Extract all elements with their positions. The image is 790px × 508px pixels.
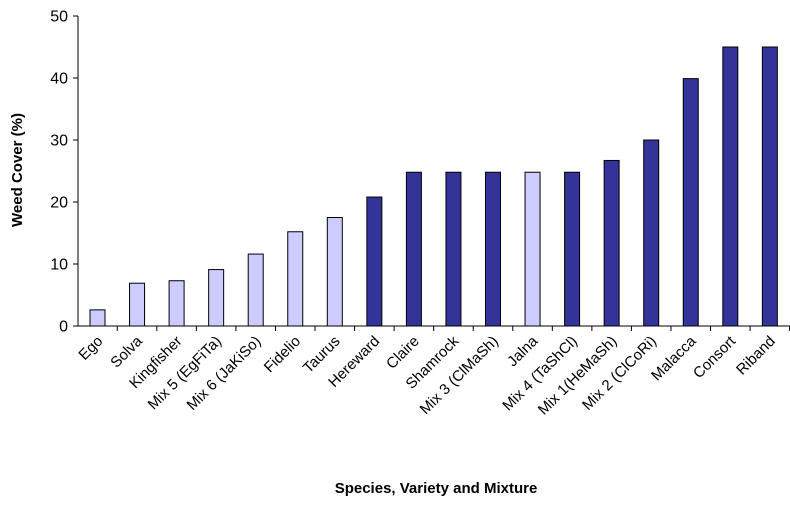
y-ticks-group: 0 10 20 30 40 50 xyxy=(50,9,78,336)
bar-mix-6-jakiso xyxy=(247,253,264,327)
bar-mix-3-clmash xyxy=(485,171,501,327)
bar-solva xyxy=(129,282,146,327)
x-tick-label: Malacca xyxy=(648,332,700,384)
bar-claire xyxy=(405,171,422,327)
bar-jalna xyxy=(524,171,541,327)
bar-kingfisher xyxy=(168,280,185,327)
bar-taurus xyxy=(326,217,343,327)
bar-consort xyxy=(722,46,739,327)
y-tick-label: 0 xyxy=(59,319,68,336)
bar-mix-5-egfita xyxy=(208,269,225,327)
bar-riband xyxy=(761,46,778,327)
y-tick-label: 50 xyxy=(50,9,68,26)
bar-ego xyxy=(89,309,106,327)
x-tick-label: Ego xyxy=(75,333,106,364)
bar-mix-4-tashcl xyxy=(564,171,581,327)
bar-fidelio xyxy=(287,231,304,327)
y-tick-label: 20 xyxy=(50,195,68,212)
bar-shamrock xyxy=(445,171,462,327)
bar-mix-1-hemash xyxy=(603,159,620,327)
x-tick-label: Consort xyxy=(690,332,740,382)
x-tick-label: Fidelio xyxy=(261,333,304,376)
y-tick-label: 30 xyxy=(50,133,68,150)
bar-malacca xyxy=(682,78,699,327)
x-axis-title: Species, Variety and Mixture xyxy=(335,480,538,497)
y-axis-title: Weed Cover (%) xyxy=(9,113,26,227)
bars-group xyxy=(89,46,778,327)
y-tick-label: 10 xyxy=(50,257,68,274)
bar-hereward xyxy=(366,196,383,327)
y-tick-label: 40 xyxy=(50,71,68,88)
bar-mix-2-clcori xyxy=(643,139,660,327)
x-tick-label: Riband xyxy=(733,333,779,379)
